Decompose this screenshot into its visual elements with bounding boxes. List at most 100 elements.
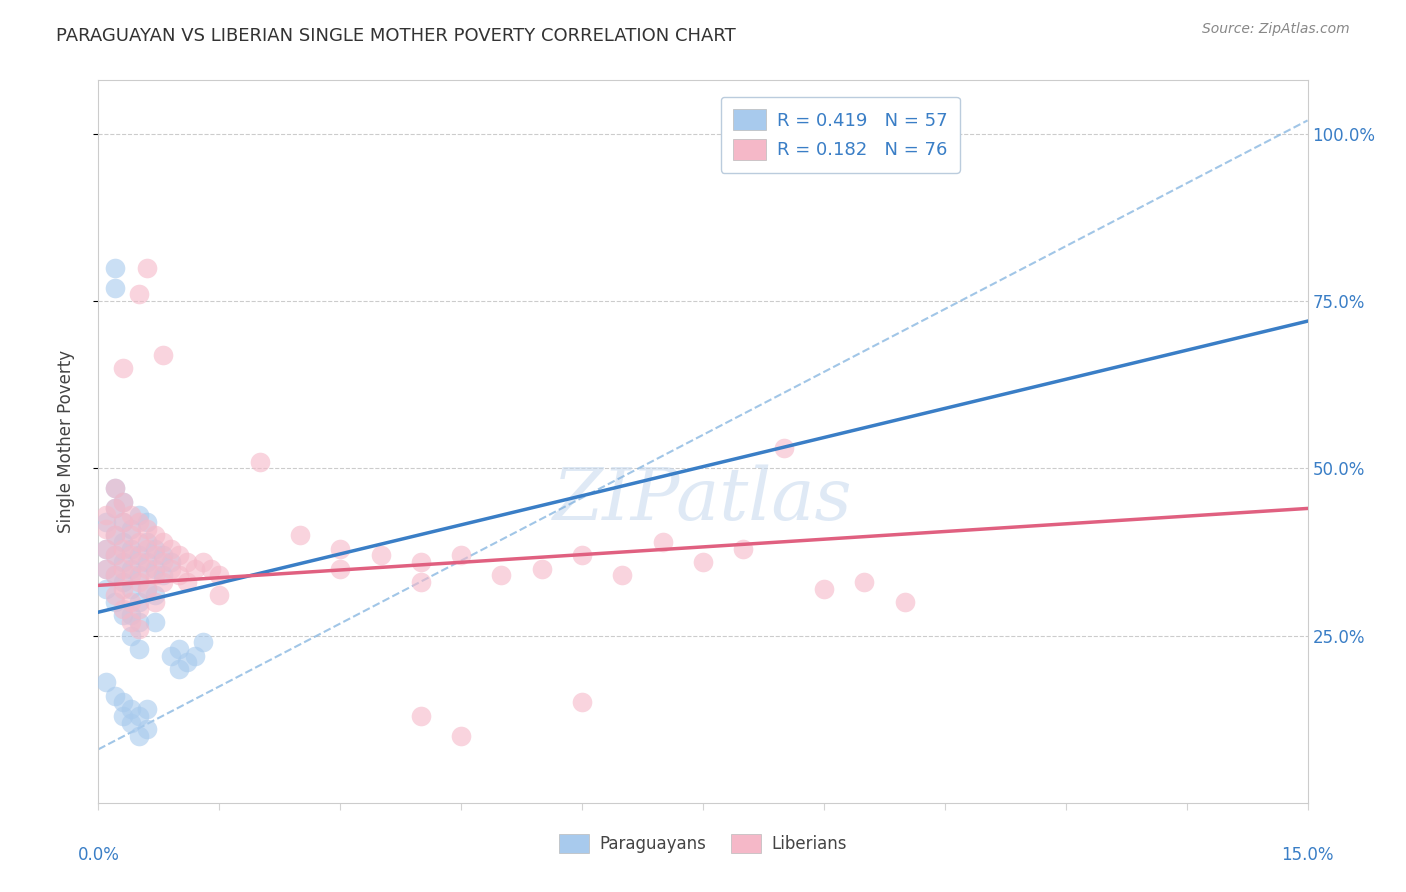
Point (96, 582, 118, 596)
Point (128, 642, 150, 657)
Point (370, 548, 392, 563)
Point (103, 595, 125, 609)
Point (208, 589, 231, 603)
Point (135, 541, 157, 556)
Text: ZIPatlas: ZIPatlas (553, 464, 853, 534)
Point (103, 548, 125, 563)
Point (111, 696, 134, 710)
Point (152, 548, 174, 563)
Point (208, 568, 231, 582)
Point (128, 615, 150, 630)
Point (143, 548, 166, 563)
Point (530, 562, 553, 576)
Point (143, 589, 166, 603)
Point (893, 595, 915, 609)
Point (135, 723, 157, 737)
Point (167, 662, 190, 676)
Point (128, 515, 150, 529)
Point (152, 348, 174, 362)
Point (143, 615, 166, 630)
Point (135, 534, 157, 549)
Point (160, 648, 183, 663)
Point (103, 281, 125, 295)
Point (120, 541, 142, 556)
Point (111, 602, 134, 616)
Point (612, 568, 634, 582)
Point (692, 555, 714, 569)
Point (176, 555, 198, 569)
Point (135, 260, 157, 275)
Point (160, 555, 183, 569)
Point (135, 555, 157, 569)
Point (103, 501, 125, 516)
Point (103, 568, 125, 582)
Point (128, 595, 150, 609)
Point (96, 675, 118, 690)
Point (409, 555, 432, 569)
Point (135, 582, 157, 596)
Point (120, 508, 142, 523)
Point (120, 608, 142, 623)
Point (193, 635, 215, 649)
Point (96, 562, 118, 576)
Point (103, 482, 125, 496)
Point (772, 442, 794, 455)
Point (176, 575, 198, 590)
Y-axis label: Single Mother Poverty: Single Mother Poverty (56, 350, 75, 533)
Point (329, 541, 352, 556)
Point (813, 582, 835, 596)
Point (96, 521, 118, 535)
Point (103, 589, 125, 603)
Point (143, 568, 166, 582)
Point (120, 562, 142, 576)
Point (143, 595, 166, 609)
Text: Source: ZipAtlas.com: Source: ZipAtlas.com (1202, 22, 1350, 37)
Point (120, 568, 142, 582)
Point (128, 708, 150, 723)
Point (111, 515, 134, 529)
Point (853, 575, 876, 590)
Point (128, 534, 150, 549)
Point (103, 528, 125, 542)
Point (111, 708, 134, 723)
Point (329, 562, 352, 576)
Legend: Paraguayans, Liberians: Paraguayans, Liberians (553, 827, 853, 860)
Point (409, 708, 432, 723)
Point (491, 568, 513, 582)
Point (128, 508, 150, 523)
Point (111, 534, 134, 549)
Point (733, 541, 755, 556)
Point (120, 521, 142, 535)
Point (135, 521, 157, 535)
Point (135, 515, 157, 529)
Point (120, 548, 142, 563)
Point (184, 562, 207, 576)
Point (128, 622, 150, 636)
Point (120, 715, 142, 730)
Point (103, 260, 125, 275)
Point (103, 482, 125, 496)
Point (651, 534, 673, 549)
Point (128, 548, 150, 563)
Point (143, 528, 166, 542)
Point (103, 548, 125, 563)
Point (111, 361, 134, 376)
Point (128, 602, 150, 616)
Point (111, 575, 134, 590)
Point (111, 515, 134, 529)
Point (176, 655, 198, 669)
Point (571, 696, 593, 710)
Point (135, 562, 157, 576)
Point (128, 568, 150, 582)
Point (120, 628, 142, 642)
Point (111, 562, 134, 576)
Point (450, 548, 472, 563)
Point (120, 595, 142, 609)
Point (103, 528, 125, 542)
Point (288, 528, 311, 542)
Point (143, 541, 166, 556)
Point (193, 555, 215, 569)
Point (167, 568, 190, 582)
Point (96, 541, 118, 556)
Text: PARAGUAYAN VS LIBERIAN SINGLE MOTHER POVERTY CORRELATION CHART: PARAGUAYAN VS LIBERIAN SINGLE MOTHER POV… (56, 27, 735, 45)
